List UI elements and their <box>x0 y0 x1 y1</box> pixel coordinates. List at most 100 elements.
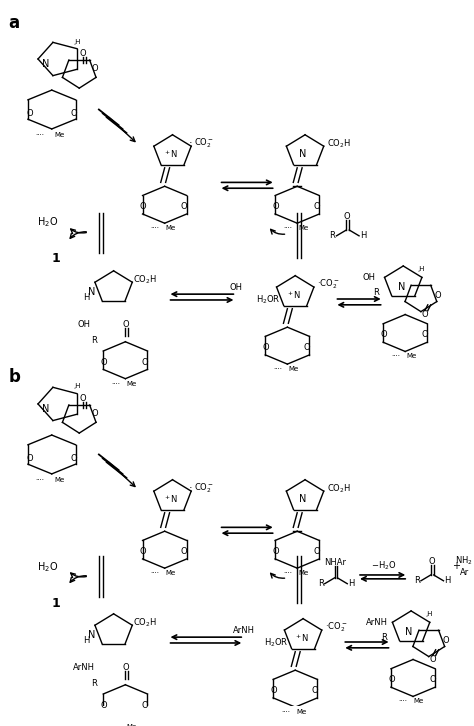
Text: ·: · <box>188 139 192 149</box>
Text: CO$_2$H: CO$_2$H <box>133 616 157 629</box>
Text: CO$_2$H: CO$_2$H <box>133 273 157 286</box>
Text: O: O <box>100 701 107 709</box>
Text: O: O <box>442 635 449 645</box>
Text: ....: .... <box>281 707 290 713</box>
Text: O: O <box>142 701 148 709</box>
Text: H: H <box>83 293 89 301</box>
Text: $^+$N: $^+$N <box>163 494 178 505</box>
Text: O: O <box>270 686 277 695</box>
Text: O: O <box>70 454 77 463</box>
Text: O: O <box>304 343 310 352</box>
Text: O: O <box>27 109 34 118</box>
Text: O: O <box>80 49 86 57</box>
Text: Me: Me <box>165 570 176 576</box>
Text: OH: OH <box>363 273 375 282</box>
Text: OH: OH <box>78 319 91 329</box>
Text: $-$H$_2$O: $-$H$_2$O <box>371 560 396 573</box>
Text: NHAr: NHAr <box>325 558 346 567</box>
Text: H$_2$OR: H$_2$OR <box>256 294 281 306</box>
Text: O: O <box>380 330 387 340</box>
Text: 1: 1 <box>51 252 60 265</box>
Text: ArNH: ArNH <box>73 663 95 672</box>
Text: O: O <box>80 393 86 403</box>
Text: ....: .... <box>36 130 45 136</box>
Text: O: O <box>434 290 441 300</box>
Text: O: O <box>100 358 107 367</box>
Text: R: R <box>91 680 97 688</box>
Text: O: O <box>263 343 269 352</box>
Text: H$_2$OR: H$_2$OR <box>264 637 289 649</box>
Text: Me: Me <box>288 366 299 372</box>
Text: O: O <box>272 203 279 211</box>
Text: ,H: ,H <box>417 266 425 272</box>
Text: O: O <box>181 547 188 556</box>
Text: O: O <box>429 675 436 685</box>
Text: R: R <box>318 579 324 588</box>
Text: $^+$N: $^+$N <box>163 148 178 160</box>
Text: b: b <box>9 368 20 386</box>
Text: R: R <box>91 336 97 346</box>
Text: O: O <box>311 686 318 695</box>
Text: O: O <box>272 547 279 556</box>
Text: ·CO$_2^-$: ·CO$_2^-$ <box>325 621 347 635</box>
Text: O: O <box>91 409 98 418</box>
Text: O: O <box>344 212 351 221</box>
Text: O: O <box>91 64 98 73</box>
Text: N: N <box>300 494 307 504</box>
Text: N: N <box>405 627 413 637</box>
Text: R: R <box>329 232 336 240</box>
Text: ArNH: ArNH <box>233 626 255 635</box>
Text: N: N <box>42 59 50 69</box>
Text: O: O <box>313 547 320 556</box>
Text: ....: .... <box>111 378 120 385</box>
Text: O: O <box>122 319 129 329</box>
Text: H$_2$O: H$_2$O <box>37 560 58 574</box>
Text: Me: Me <box>55 477 65 483</box>
Text: N: N <box>42 404 50 414</box>
Text: N: N <box>88 630 96 640</box>
Text: ,H: ,H <box>73 383 81 389</box>
Text: ....: .... <box>283 223 292 229</box>
Text: ....: .... <box>273 364 282 370</box>
Text: O: O <box>70 109 77 118</box>
Text: a: a <box>9 15 20 32</box>
Text: H: H <box>348 579 355 588</box>
Text: ....: .... <box>150 223 159 229</box>
Text: N: N <box>88 287 96 297</box>
Text: ·: · <box>188 484 192 494</box>
Text: R: R <box>381 632 386 642</box>
Text: H$_2$O: H$_2$O <box>37 216 58 229</box>
Text: CO$_2$H: CO$_2$H <box>327 137 351 150</box>
Text: NH$_2$: NH$_2$ <box>456 554 473 566</box>
Text: ....: .... <box>111 722 120 726</box>
Text: ·CO$_2^-$: ·CO$_2^-$ <box>317 277 339 291</box>
Text: $^+$N: $^+$N <box>293 632 309 644</box>
Text: Me: Me <box>298 570 308 576</box>
Text: O: O <box>421 330 428 340</box>
Text: O: O <box>313 203 320 211</box>
Text: H: H <box>83 635 89 645</box>
Text: O: O <box>181 203 188 211</box>
Text: Ar: Ar <box>459 568 469 576</box>
Text: O: O <box>429 655 436 664</box>
Text: ....: .... <box>399 696 408 702</box>
Text: H: H <box>360 232 366 240</box>
Text: CO$_2$H: CO$_2$H <box>327 482 351 494</box>
Text: ArNH: ArNH <box>366 618 388 627</box>
Text: ....: .... <box>283 568 292 574</box>
Text: H: H <box>444 576 451 585</box>
Text: R: R <box>373 287 379 297</box>
Text: $^+$N: $^+$N <box>286 289 301 301</box>
Text: O: O <box>122 663 129 672</box>
Text: N: N <box>398 282 405 293</box>
Text: OH: OH <box>230 283 243 292</box>
Text: +: + <box>452 561 460 571</box>
Text: Me: Me <box>55 132 65 138</box>
Text: Me: Me <box>296 709 306 715</box>
Text: Me: Me <box>298 225 308 231</box>
Text: ....: .... <box>391 351 400 357</box>
Text: Me: Me <box>126 724 137 726</box>
Text: CO$_2^-$: CO$_2^-$ <box>194 482 214 495</box>
Text: O: O <box>428 557 435 566</box>
Text: ,H: ,H <box>73 38 81 44</box>
